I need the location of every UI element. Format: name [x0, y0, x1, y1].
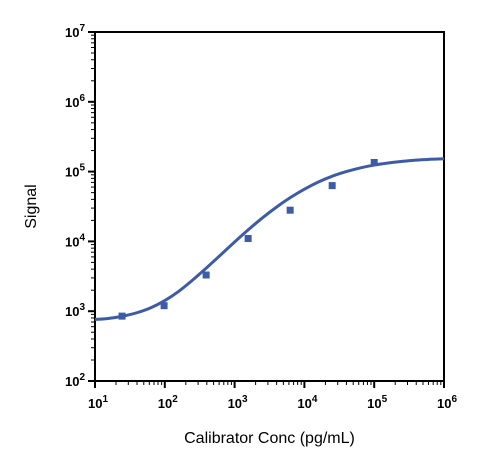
data-point [370, 159, 378, 167]
fit-curve-layer [94, 157, 445, 322]
x-tick-label: 106 [437, 394, 457, 411]
data-point [328, 182, 336, 190]
y-tick-label: 104 [65, 232, 85, 249]
x-tick-label: 103 [228, 394, 248, 411]
data-point [118, 312, 126, 320]
x-axis-ticks: 101 102 103 104 105 106 [88, 381, 457, 411]
y-axis-label: Signal [23, 184, 40, 228]
fit-curve [94, 157, 445, 322]
x-tick-label: 101 [88, 394, 108, 411]
y-tick-label: 103 [65, 302, 85, 319]
data-point [160, 302, 168, 310]
x-tick-label: 105 [367, 394, 387, 411]
x-tick-label: 102 [158, 394, 178, 411]
y-axis-ticks: 102 103 104 105 106 107 [65, 23, 95, 389]
data-point [286, 206, 294, 214]
y-tick-label: 102 [65, 372, 85, 389]
plot-area [94, 31, 445, 382]
x-tick-label: 104 [297, 394, 317, 411]
data-points-layer [118, 159, 378, 320]
y-tick-label: 105 [65, 163, 85, 180]
y-tick-label: 107 [65, 23, 85, 40]
data-point [202, 271, 210, 279]
y-tick-label: 106 [65, 93, 85, 110]
data-point [244, 235, 252, 243]
x-axis-label: Calibrator Conc (pg/mL) [184, 430, 355, 447]
